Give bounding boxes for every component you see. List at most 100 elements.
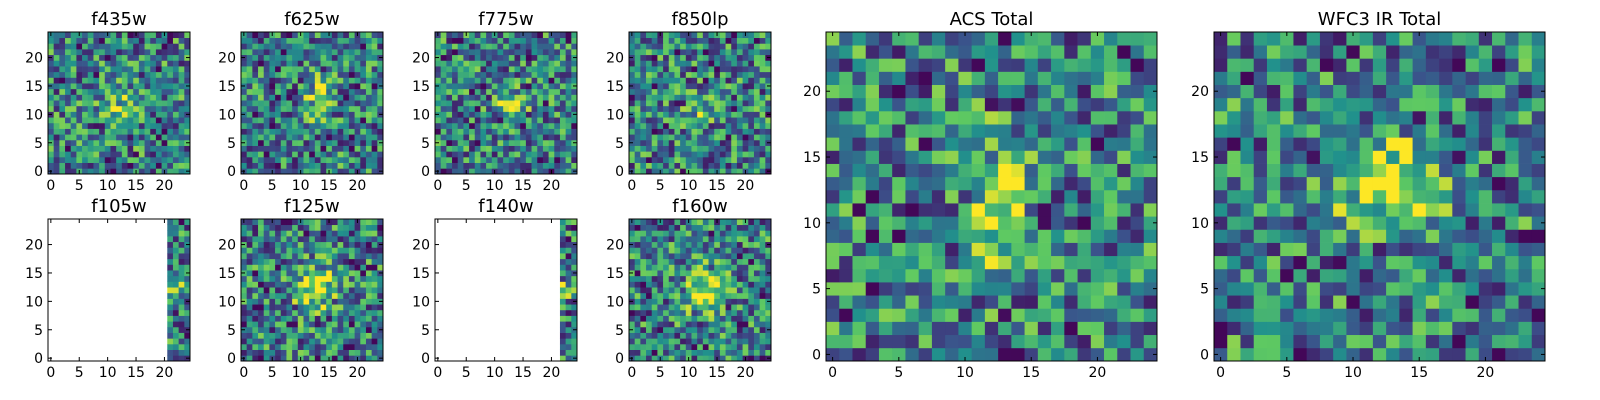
heatmap-cells xyxy=(435,32,578,175)
heatmap-cell xyxy=(1077,84,1092,99)
heatmap-cell xyxy=(826,176,840,191)
heatmap-cell xyxy=(525,117,532,124)
heatmap-cell xyxy=(331,60,338,67)
heatmap-cell xyxy=(354,111,361,118)
heatmap-cell xyxy=(127,156,134,163)
heatmap-cell xyxy=(736,224,743,231)
heatmap-cell xyxy=(161,54,168,61)
heatmap-cell xyxy=(708,241,715,248)
heatmap-cell xyxy=(309,338,316,345)
heatmap-cell xyxy=(87,162,94,169)
heatmap-cell xyxy=(491,139,498,146)
heatmap-cell xyxy=(486,77,493,84)
heatmap-cell xyxy=(331,134,338,141)
heatmap-cell xyxy=(629,37,636,44)
heatmap-cell xyxy=(377,338,384,345)
heatmap-cell xyxy=(252,71,259,78)
heatmap-cell xyxy=(463,162,470,169)
heatmap-cell xyxy=(297,292,304,299)
heatmap-cell xyxy=(184,247,191,254)
heatmap-cell xyxy=(725,60,732,67)
heatmap-cell xyxy=(280,343,287,350)
heatmap-cell xyxy=(1104,216,1118,230)
heatmap-cell xyxy=(121,94,128,101)
heatmap-cell xyxy=(280,37,287,44)
heatmap-cell xyxy=(742,247,749,254)
heatmap-cell xyxy=(360,54,367,61)
heatmap-cell xyxy=(565,54,572,61)
heatmap-cell xyxy=(691,247,698,254)
heatmap-cell xyxy=(765,281,772,288)
heatmap-cell xyxy=(714,270,721,277)
heatmap-cell xyxy=(559,145,566,152)
heatmap-cell xyxy=(674,111,681,118)
heatmap-cell xyxy=(331,230,338,237)
heatmap-cell xyxy=(303,258,310,265)
heatmap-cell xyxy=(714,88,721,95)
heatmap-cell xyxy=(697,264,704,271)
heatmap-cell xyxy=(480,105,487,112)
heatmap-cell xyxy=(53,117,60,124)
heatmap-cell xyxy=(178,168,185,175)
heatmap-cell xyxy=(172,219,179,226)
heatmap-cell xyxy=(275,111,282,118)
heatmap-cell xyxy=(297,105,304,112)
heatmap-cell xyxy=(87,134,94,141)
heatmap-cell xyxy=(275,37,282,44)
heatmap-cell xyxy=(559,355,566,362)
heatmap-cell xyxy=(377,156,384,163)
heatmap-cell xyxy=(286,298,293,305)
heatmap-cell xyxy=(348,292,355,299)
heatmap-cell xyxy=(343,117,350,124)
heatmap-cell xyxy=(331,83,338,90)
heatmap-cell xyxy=(748,139,755,146)
heatmap-cell xyxy=(1024,137,1039,151)
heatmap-cell xyxy=(292,349,299,356)
heatmap-cell xyxy=(537,37,544,44)
heatmap-cell xyxy=(640,54,647,61)
heatmap-cell xyxy=(127,134,134,141)
heatmap-cell xyxy=(1051,229,1065,243)
heatmap-cell xyxy=(371,275,378,282)
heatmap-cell xyxy=(725,338,732,345)
heatmap-cell xyxy=(258,100,265,107)
heatmap-cell xyxy=(172,281,179,288)
heatmap-cell xyxy=(59,66,66,73)
heatmap-cell xyxy=(759,264,766,271)
heatmap-cell xyxy=(514,71,521,78)
heatmap-cell xyxy=(1240,334,1255,349)
heatmap-cell xyxy=(1143,124,1158,138)
heatmap-cell xyxy=(702,281,709,288)
heatmap-cell xyxy=(167,275,174,282)
heatmap-cell xyxy=(531,156,538,163)
heatmap-cell xyxy=(360,122,367,129)
heatmap-cell xyxy=(719,43,726,50)
heatmap-cell xyxy=(343,156,350,163)
heatmap-cell xyxy=(748,60,755,67)
heatmap-cell xyxy=(542,77,549,84)
heatmap-cell xyxy=(753,275,760,282)
heatmap-cell xyxy=(958,97,972,112)
heatmap-cell xyxy=(537,60,544,67)
heatmap-cell xyxy=(657,326,664,333)
heatmap-cell xyxy=(161,37,168,44)
heatmap-cell xyxy=(719,145,726,152)
heatmap-cell xyxy=(520,134,527,141)
heatmap-cell xyxy=(1130,321,1145,336)
heatmap-cell xyxy=(691,326,698,333)
heatmap-cell xyxy=(331,343,338,350)
heatmap-cell xyxy=(725,349,732,356)
heatmap-cell xyxy=(280,355,287,362)
heatmap-cell xyxy=(360,128,367,135)
heatmap-cell xyxy=(753,264,760,271)
heatmap-cell xyxy=(474,88,481,95)
heatmap-cell xyxy=(161,156,168,163)
heatmap-cell xyxy=(1214,334,1228,349)
heatmap-cell xyxy=(685,43,692,50)
heatmap-cell xyxy=(167,32,174,39)
heatmap-cell xyxy=(663,105,670,112)
heatmap-cell xyxy=(984,203,999,217)
heatmap-cell xyxy=(354,309,361,316)
heatmap-cell xyxy=(998,58,1012,72)
